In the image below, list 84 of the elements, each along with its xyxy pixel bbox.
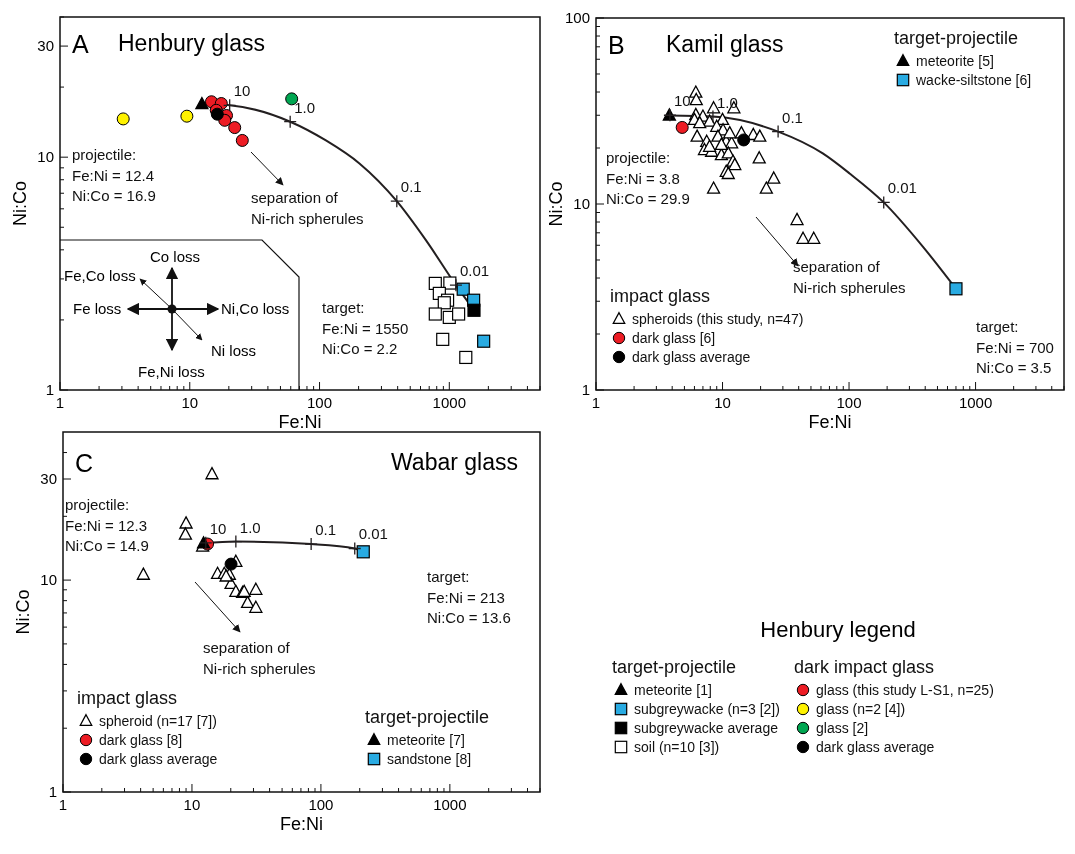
x-tick-label: 1000 — [433, 796, 467, 813]
legend-label: dark glass [6] — [632, 330, 716, 346]
legend-label: spheroid (n=17 [7]) — [99, 713, 217, 729]
annotation: B — [608, 31, 625, 59]
annotation: impact glass — [610, 286, 711, 306]
annotation: Fe loss — [73, 300, 122, 317]
annotation: Fe,Co loss — [64, 267, 136, 284]
legend-label: soil (n=10 [3]) — [634, 739, 720, 755]
legend-title: Henbury legend — [760, 617, 916, 642]
x-tick-label: 10 — [714, 394, 731, 411]
text: Kamil glass — [666, 31, 784, 57]
y-tick-label: 30 — [37, 37, 54, 55]
annotation: 10 — [233, 82, 251, 100]
annotation: 0.1 — [782, 108, 803, 126]
y-axis-title: Ni:Co — [10, 180, 30, 227]
annotation: 0.01 — [887, 179, 917, 197]
legend-label: glass (this study L-S1, n=25) — [816, 682, 994, 698]
y-tick-label: 30 — [40, 470, 57, 488]
annotation: separation of Ni-rich spherules — [251, 189, 364, 227]
annotation: separation of Ni-rich spherules — [203, 639, 316, 677]
x-axis-title: Fe:Ni — [279, 814, 324, 834]
x-tick-label: 10 — [183, 796, 201, 813]
annotation: 1.0 — [294, 98, 316, 116]
annotation: target-projectile — [365, 707, 490, 727]
legend-label: meteorite [7] — [387, 732, 465, 748]
annotation: target-projectile — [894, 28, 1019, 48]
legend-label: dark glass average — [99, 751, 218, 767]
x-tick-label: 10 — [181, 394, 199, 411]
x-axis-title: Fe:Ni — [808, 412, 852, 432]
legend-label: wacke-siltstone [6] — [915, 72, 1032, 88]
text: dark impact glass — [794, 657, 935, 677]
annotation: 0.1 — [400, 178, 422, 196]
legend-label: dark glass [8] — [99, 732, 183, 748]
legend-label: meteorite [5] — [916, 53, 994, 69]
y-tick-label: 10 — [573, 195, 590, 212]
annotation: A — [72, 30, 89, 58]
annotation: 0.01 — [358, 525, 388, 543]
text: Henbury glass — [118, 30, 266, 56]
annotation: 1.0 — [239, 518, 261, 536]
x-tick-label: 100 — [307, 394, 333, 411]
annotation: separation of Ni-rich spherules — [793, 258, 906, 296]
x-tick-label: 1 — [591, 394, 601, 411]
x-tick-label: 100 — [836, 394, 862, 411]
annotation: Ni,Co loss — [221, 300, 290, 317]
legend-label: glass [2] — [816, 720, 869, 736]
y-axis-title: Ni:Co — [13, 589, 33, 635]
legend-label: sandstone [8] — [387, 751, 472, 767]
annotation: 0.01 — [459, 262, 490, 280]
annotation: Co loss — [149, 248, 201, 265]
x-tick-label: 100 — [308, 796, 334, 813]
x-tick-label: 1000 — [432, 394, 466, 411]
annotation: target: Fe:Ni = 1550 Ni:Co = 2.2 — [322, 299, 409, 358]
annotation: 0.1 — [315, 521, 336, 539]
annotation: target: Fe:Ni = 213 Ni:Co = 13.6 — [427, 568, 511, 627]
annotation: Fe,Ni loss — [138, 363, 205, 380]
y-tick-label: 1 — [581, 381, 590, 398]
annotation: Ni loss — [211, 342, 257, 359]
annotation: 10 — [209, 519, 227, 537]
x-axis-title: Fe:Ni — [278, 412, 322, 432]
text: target-projectile — [612, 657, 737, 677]
x-tick-label: 1 — [58, 796, 68, 813]
annotation: impact glass — [77, 688, 178, 708]
y-tick-label: 1 — [48, 783, 57, 800]
legend-label: subgreywacke (n=3 [2]) — [634, 701, 780, 717]
text: Wabar glass — [391, 449, 518, 475]
annotation: projectile: Fe:Ni = 12.3 Ni:Co = 14.9 — [65, 496, 149, 555]
y-tick-label: 100 — [564, 9, 590, 26]
y-tick-label: 10 — [40, 571, 57, 589]
y-tick-label: 1 — [45, 381, 54, 398]
y-axis-title: Ni:Co — [546, 181, 566, 227]
legend-label: dark glass average — [816, 739, 935, 755]
annotation: 10 — [673, 92, 691, 110]
legend-label: glass (n=2 [4]) — [816, 701, 906, 717]
legend-label: subgreywacke average — [634, 720, 779, 736]
annotation: C — [75, 449, 94, 477]
x-tick-label: 1000 — [958, 394, 993, 411]
y-tick-label: 10 — [37, 148, 54, 166]
annotation: projectile: Fe:Ni = 12.4 Ni:Co = 16.9 — [72, 146, 156, 205]
annotation: 1.0 — [716, 93, 738, 111]
legend-label: dark glass average — [632, 349, 751, 365]
legend-label: spheroids (this study, n=47) — [632, 311, 804, 327]
annotation: projectile: Fe:Ni = 3.8 Ni:Co = 29.9 — [606, 149, 690, 208]
annotation: target: Fe:Ni = 700 Ni:Co = 3.5 — [976, 318, 1054, 377]
legend-label: meteorite [1] — [634, 682, 712, 698]
